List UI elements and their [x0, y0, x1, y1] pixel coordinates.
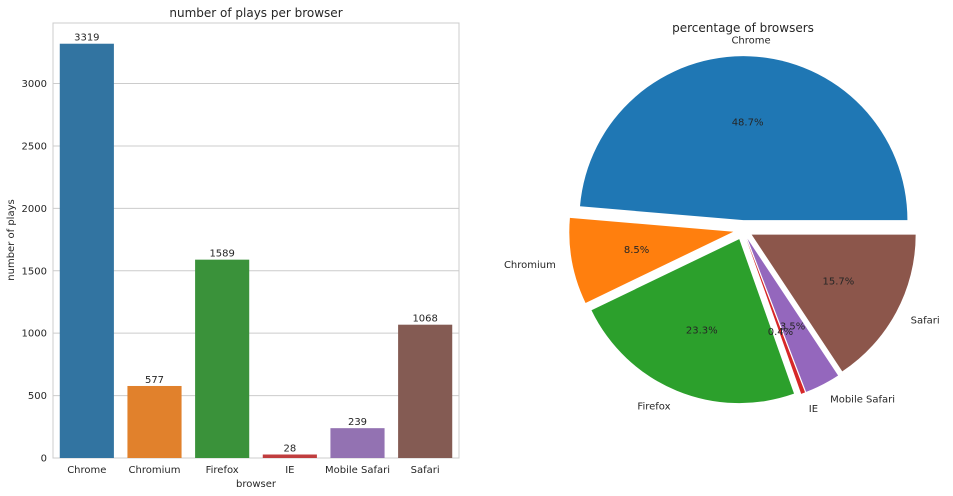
pie-slice-mobile-safari — [747, 238, 839, 392]
pie-percent-label: 23.3% — [686, 326, 718, 337]
bar-chrome — [59, 43, 114, 459]
pie-category-label: Mobile Safari — [830, 395, 895, 406]
y-tick-label: 2000 — [22, 204, 47, 215]
pie-slice-ie — [746, 239, 806, 394]
pie-chart-title: percentage of browsers — [672, 21, 814, 35]
bar-chart-x-axis-label: browser — [236, 479, 277, 490]
bar-chart-title: number of plays per browser — [169, 6, 342, 20]
bar-value-label: 239 — [348, 417, 367, 428]
y-tick-label: 0 — [41, 454, 47, 465]
pie-percent-label: 8.5% — [624, 245, 649, 256]
pie-slice-firefox — [591, 239, 795, 404]
x-tick-label: Safari — [411, 465, 440, 476]
bar-chart: number of plays per browser browser numb… — [6, 6, 460, 490]
x-tick-label: Chrome — [67, 465, 106, 476]
pie-category-label: Chromium — [504, 260, 556, 271]
pie-category-label: IE — [809, 404, 818, 415]
y-tick-label: 3000 — [22, 79, 47, 90]
bar-chart-y-axis-label: number of plays — [6, 199, 17, 280]
pie-category-label: Firefox — [637, 401, 670, 412]
bar-safari — [398, 324, 453, 458]
bar-chromium — [127, 385, 182, 458]
x-tick-label: Firefox — [206, 465, 239, 476]
bar-mobile-safari — [330, 428, 385, 458]
pie-slice-chromium — [569, 217, 734, 303]
pie-chart: percentage of browsers 48.7% Chrome 8.5% Chr… — [504, 21, 940, 415]
bar-value-label: 1068 — [412, 314, 437, 325]
bar-value-label: 3319 — [74, 33, 99, 44]
pie-slice-chrome — [580, 56, 908, 221]
x-tick-label: IE — [285, 465, 294, 476]
bar-ie — [262, 454, 317, 458]
bar-value-label: 28 — [283, 444, 296, 455]
pie-category-label: Safari — [911, 315, 940, 326]
y-tick-label: 1000 — [22, 329, 47, 340]
bar-value-label: 1589 — [209, 249, 234, 260]
pie-percent-label: 48.7% — [732, 117, 764, 128]
x-tick-label: Chromium — [129, 465, 181, 476]
pie-percent-label: 15.7% — [822, 277, 854, 288]
y-tick-label: 500 — [28, 391, 47, 402]
bar-chart-frame — [52, 22, 460, 459]
pie-percent-label: 0.4% — [768, 327, 793, 338]
y-tick-label: 2500 — [22, 141, 47, 152]
bar-value-label: 577 — [145, 375, 164, 386]
pie-percent-label: 3.5% — [780, 322, 805, 333]
pie-category-label: Chrome — [731, 35, 770, 46]
x-tick-label: Mobile Safari — [325, 465, 390, 476]
bar-firefox — [195, 259, 250, 458]
bar-chart-gridlines — [53, 83, 459, 459]
y-tick-label: 1500 — [22, 266, 47, 277]
pie-slice-safari — [751, 234, 916, 372]
